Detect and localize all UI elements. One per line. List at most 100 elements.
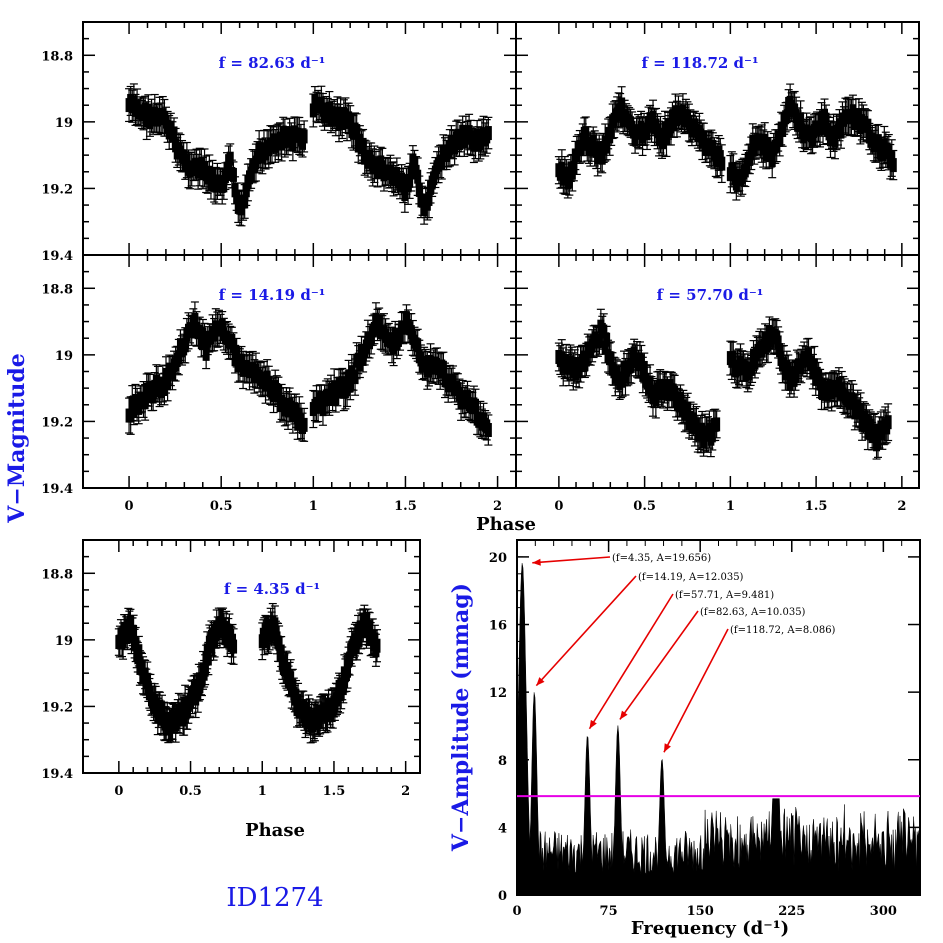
lc5-point [366, 620, 374, 635]
lc3-ytick-label: 19.2 [41, 415, 73, 430]
lc1-point [374, 164, 382, 179]
lc4-point [810, 358, 818, 373]
lc2-point [768, 153, 776, 168]
lc2-point [822, 112, 830, 127]
lc4-point [857, 403, 865, 418]
lc3-point [367, 332, 375, 347]
lc5-point [143, 672, 151, 687]
spectrum-ytick-label: 16 [489, 619, 507, 634]
lc1-point [223, 161, 231, 176]
lc3-point [333, 384, 341, 399]
lc1-point [415, 182, 423, 197]
lc1-ytick-label: 19.2 [41, 182, 73, 197]
spectrum-xtick-label: 300 [870, 904, 897, 919]
x-title-spectrum: Frequency (d⁻¹) [631, 918, 789, 939]
lc5-point [225, 624, 233, 639]
lc1-point [473, 128, 481, 143]
lc3-point [265, 376, 273, 391]
lc1-point [338, 116, 346, 131]
lc3-xtick-label: 1.5 [394, 499, 417, 514]
lc5-xtick-label: 1 [258, 784, 267, 799]
lc1-point [393, 166, 401, 181]
peak-arrow-head [589, 719, 597, 729]
lc2-point [573, 148, 581, 163]
lc4-point [640, 360, 648, 375]
lc1-points [125, 83, 493, 227]
lc1-point [346, 112, 354, 127]
lc1-point [233, 189, 241, 204]
lc1-point [220, 178, 228, 193]
lc4-point [874, 435, 882, 450]
lc5-ytick-label: 19.4 [41, 767, 73, 782]
lc2-point [577, 141, 585, 156]
lc2-point [700, 130, 708, 145]
lc1-ytick-label: 19.4 [41, 249, 73, 264]
lc5-point [123, 629, 131, 644]
lc5-point [119, 634, 127, 649]
lc3-point [463, 390, 471, 405]
lc4-xtick-label: 1.5 [805, 499, 828, 514]
lc5-point [130, 624, 138, 639]
lc5-point [346, 651, 354, 666]
lc5-point [194, 686, 202, 701]
lc2-point [595, 142, 603, 157]
lc1-point [170, 126, 178, 141]
y-title-main: V−Magnitude [4, 353, 30, 523]
peak-annotation: (f=57.71, A=9.481) [675, 590, 774, 601]
lc3-point [484, 423, 492, 438]
lc5-point [203, 643, 211, 658]
lc3-point [300, 417, 308, 432]
lc4-point [858, 417, 866, 432]
lc1-point [300, 129, 308, 144]
lc5-point [158, 703, 166, 718]
peak-arrow-line [663, 628, 729, 753]
lc3-freq-label: f = 14.19 d⁻¹ [219, 286, 326, 304]
lc1-ytick-label: 19 [55, 116, 73, 131]
lc4-point [601, 340, 609, 355]
peak-arrow-line [619, 610, 699, 720]
lc3-point [237, 353, 245, 368]
peak-annotation: (f=4.35, A=19.656) [612, 553, 711, 564]
lc5-point [373, 638, 381, 653]
peak-arrow-line [535, 575, 637, 687]
lc3-point [188, 323, 196, 338]
spectrum-xtick-label: 0 [512, 904, 521, 919]
lc4-point [708, 428, 716, 443]
lc5-ytick-label: 18.8 [41, 567, 73, 582]
lc4-point [676, 391, 684, 406]
lc3-point [351, 370, 359, 385]
lc2-point [570, 160, 578, 175]
spectrum-ytick-label: 8 [498, 754, 507, 769]
lc5-xtick-label: 0.5 [179, 784, 202, 799]
lc1-point [407, 165, 415, 180]
lc5-freq-label: f = 4.35 d⁻¹ [224, 580, 320, 598]
lc1-point [325, 101, 333, 116]
lc2-point [889, 158, 897, 173]
lc5-ytick-label: 19 [55, 634, 73, 649]
lc3-point [233, 345, 241, 360]
peak-annotation: (f=82.63, A=10.035) [700, 607, 806, 618]
lc4-point [784, 362, 792, 377]
star-id-label: ID1274 [226, 883, 323, 913]
lc4-point [607, 351, 615, 366]
lc3-point [439, 360, 447, 375]
lc3-point [181, 338, 189, 353]
lc3-point [338, 376, 346, 391]
lc5-point [271, 617, 279, 632]
lc4-point [713, 417, 721, 432]
lc4-point [627, 358, 635, 373]
lc3-point [135, 400, 143, 415]
lc1-point [353, 124, 361, 139]
lc4-point [558, 351, 566, 366]
lc1-point [414, 169, 422, 184]
lc2-point [776, 132, 784, 147]
lc3-point [218, 318, 226, 333]
lc3-point [402, 311, 410, 326]
spectrum-ytick-label: 0 [498, 889, 507, 904]
lc1-point [289, 137, 297, 152]
lc3-point [149, 389, 157, 404]
lc2-point [819, 120, 827, 135]
lc2-point [797, 112, 805, 127]
lc2-point [718, 156, 726, 171]
